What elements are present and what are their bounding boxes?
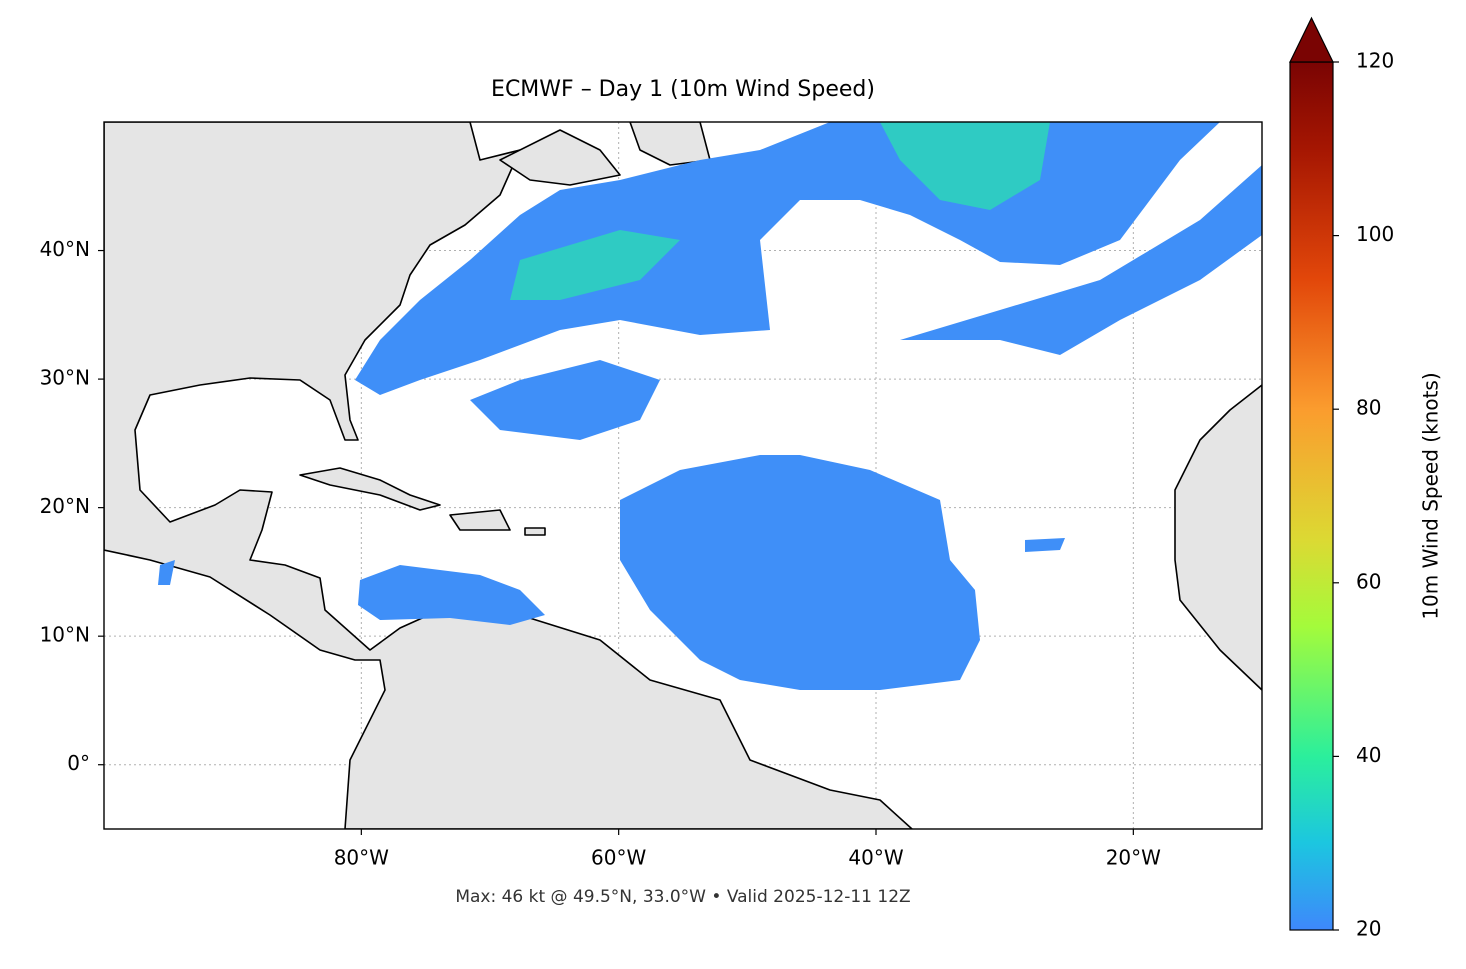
colorbar-tick-label: 100 [1356, 222, 1394, 246]
wind-field-strong [880, 122, 1050, 210]
y-tick-label: 20°N [40, 494, 90, 518]
colorbar-tick-label: 80 [1356, 396, 1381, 420]
map-title: ECMWF – Day 1 (10m Wind Speed) [491, 77, 875, 102]
hispaniola [449, 509, 511, 531]
map-body [104, 122, 1262, 829]
x-tick-label: 20°W [1106, 846, 1161, 870]
x-tick-label: 40°W [848, 846, 903, 870]
y-tick-label: 10°N [40, 623, 90, 647]
canada-maritimes [499, 129, 621, 186]
colorbar-label: 10m Wind Speed (knots) [1419, 372, 1443, 619]
newfoundland [629, 122, 711, 166]
footnote: Max: 46 kt @ 49.5°N, 33.0°W • Valid 2025… [455, 887, 910, 907]
map-frame [103, 121, 1263, 830]
wind-field [620, 455, 980, 690]
colorbar-tick-label: 20 [1356, 917, 1381, 941]
cuba [299, 467, 441, 511]
colorbar-tick-label: 120 [1356, 49, 1394, 73]
y-tick-label: 30°N [40, 366, 90, 390]
x-tick-label: 80°W [334, 846, 389, 870]
wind-field [470, 360, 660, 440]
wind-field [900, 165, 1262, 355]
colorbar [1289, 61, 1334, 931]
wind-field [158, 560, 175, 585]
wind-field [1025, 538, 1065, 552]
colorbar-extend [1289, 16, 1334, 63]
puerto-rico [524, 527, 546, 536]
colorbar-tick-label: 40 [1356, 743, 1381, 767]
x-tick-label: 60°W [591, 846, 646, 870]
wind-field-strong [510, 230, 680, 300]
y-tick-label: 0° [67, 751, 90, 775]
colorbar-tick-label: 60 [1356, 569, 1381, 593]
wind-field [358, 565, 545, 625]
africa [1174, 384, 1262, 691]
y-tick-label: 40°N [40, 237, 90, 261]
americas [104, 122, 913, 829]
